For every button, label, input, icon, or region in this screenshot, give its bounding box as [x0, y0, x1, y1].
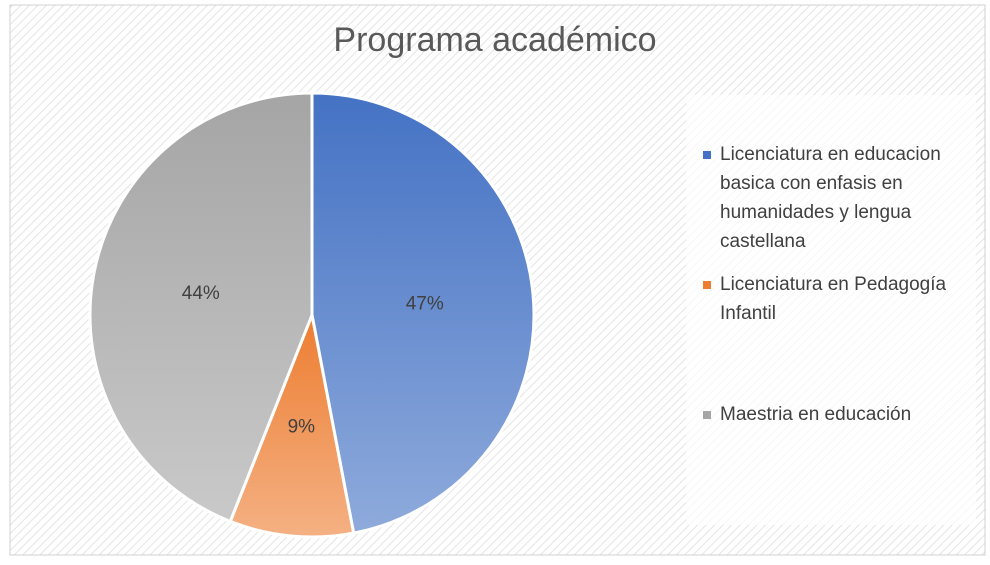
legend-label: Maestria en educación — [720, 404, 912, 425]
legend-entry: Licenciatura en Pedagogía Infantil — [700, 270, 990, 328]
data-label: 44% — [182, 283, 220, 304]
legend-entry: Maestria en educación — [700, 400, 990, 429]
legend-swatch — [703, 411, 711, 419]
data-label: 9% — [288, 417, 316, 438]
pie-slice-fill — [310, 91, 536, 535]
legend-label: Licenciatura en educacion basica con enf… — [720, 144, 941, 252]
legend-swatch — [703, 281, 711, 289]
chart-title: Programa académico — [333, 21, 656, 59]
legend-entry: Licenciatura en educacion basica con enf… — [700, 140, 990, 256]
pie: 47% 9% 44% — [88, 91, 536, 539]
legend-label: Licenciatura en Pedagogía Infantil — [720, 274, 947, 324]
legend-swatch — [703, 151, 711, 159]
data-label: 47% — [406, 293, 444, 314]
legend-background — [686, 95, 976, 525]
pie-slice-fill — [228, 309, 356, 539]
pie-slice-fill — [88, 91, 314, 524]
